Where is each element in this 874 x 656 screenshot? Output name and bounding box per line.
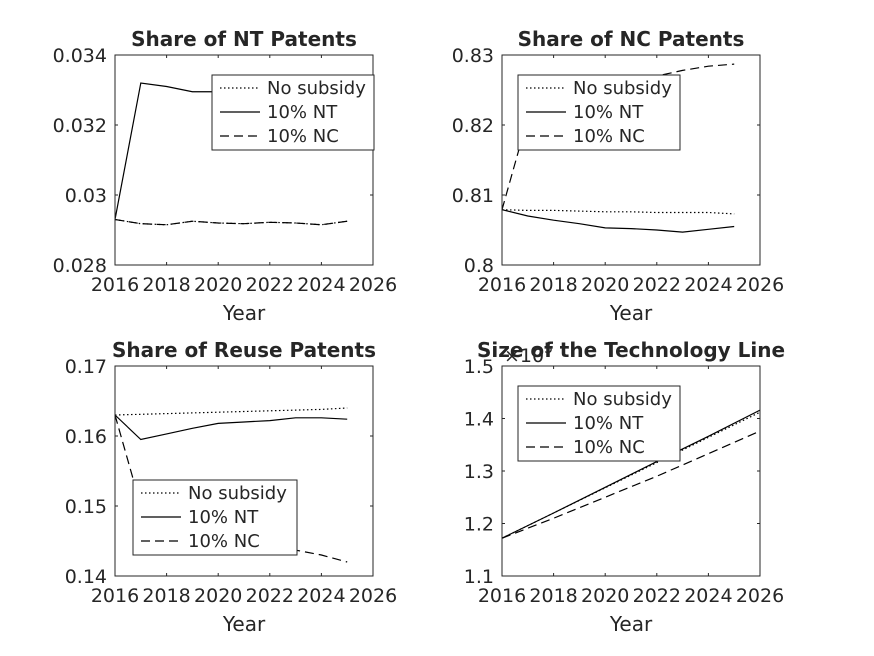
x-tick-label: 2026 [736, 585, 784, 607]
legend-label: 10% NT [573, 102, 644, 123]
y-tick-label: 0.82 [452, 115, 494, 137]
y-tick-label: 0.8 [464, 255, 494, 277]
legend-label: 10% NC [573, 126, 645, 147]
chart-title: Size of the Technology Line [477, 338, 785, 362]
x-tick-label: 2020 [581, 585, 629, 607]
y-tick-label: 0.028 [53, 255, 107, 277]
y-tick-label: 0.034 [53, 45, 107, 67]
x-tick-label: 2024 [684, 274, 732, 296]
x-tick-label: 2020 [194, 585, 242, 607]
subplot-1: 201620182020202220242026 0.028 0.03 0.032 0.… [53, 27, 398, 325]
x-tick-label: 2018 [142, 585, 190, 607]
x-tick-label: 2024 [684, 585, 732, 607]
x-tick-label: 2026 [349, 585, 397, 607]
y-tick-label: 1.3 [464, 461, 494, 483]
x-tick-label: 2022 [633, 274, 681, 296]
legend: No subsidy 10% NT 10% NC [212, 75, 374, 150]
x-axis-label: Year [609, 301, 653, 325]
legend-label: 10% NC [188, 531, 260, 552]
x-tick-label: 2022 [633, 585, 681, 607]
subplot-2: 201620182020202220242026 0.8 0.81 0.82 0.83 S… [452, 27, 784, 325]
x-tick-label: 2026 [736, 274, 784, 296]
x-tick-label: 2018 [529, 274, 577, 296]
x-tick-label: 2024 [297, 274, 345, 296]
y-tick-label: 0.14 [65, 566, 107, 588]
y-tick-label: 0.15 [65, 496, 107, 518]
x-tick-label: 2018 [142, 274, 190, 296]
y-tick-label: 1.4 [464, 409, 494, 431]
legend: No subsidy 10% NT 10% NC [518, 75, 680, 150]
x-tick-label: 2022 [246, 274, 294, 296]
legend-label: No subsidy [267, 78, 366, 99]
y-tick-label: 0.81 [452, 185, 494, 207]
x-tick-label: 2024 [297, 585, 345, 607]
x-tick-label: 2016 [478, 585, 526, 607]
legend-label: 10% NT [573, 413, 644, 434]
x-tick-label: 2026 [349, 274, 397, 296]
legend: No subsidy 10% NT 10% NC [133, 480, 297, 555]
x-tick-label: 2020 [581, 274, 629, 296]
y-tick-label: 0.83 [452, 45, 494, 67]
chart-title: Share of NT Patents [131, 27, 357, 51]
legend-label: 10% NT [188, 507, 259, 528]
x-tick-label: 2018 [529, 585, 577, 607]
y-tick-label: 0.03 [65, 185, 107, 207]
legend-label: 10% NC [267, 126, 339, 147]
y-tick-label: 0.16 [65, 426, 107, 448]
x-axis-label: Year [609, 612, 653, 636]
legend-label: No subsidy [188, 483, 287, 504]
y-tick-label: 0.032 [53, 115, 107, 137]
x-tick-label: 2016 [478, 274, 526, 296]
legend-label: 10% NT [267, 102, 338, 123]
y-tick-label: 0.17 [65, 356, 107, 378]
legend: No subsidy 10% NT 10% NC [518, 386, 680, 461]
x-tick-label: 2020 [194, 274, 242, 296]
y-tick-label: 1.1 [464, 566, 494, 588]
subplot-4: 2016201820202022202420261.11.21.31.41.5×… [464, 338, 785, 636]
chart-title: Share of NC Patents [518, 27, 745, 51]
y-tick-label: 1.2 [464, 514, 494, 536]
x-tick-label: 2016 [91, 585, 139, 607]
legend-label: No subsidy [573, 389, 672, 410]
legend-label: 10% NC [573, 437, 645, 458]
x-axis-label: Year [222, 301, 266, 325]
legend-label: No subsidy [573, 78, 672, 99]
x-axis-label: Year [222, 612, 266, 636]
x-tick-label: 2022 [246, 585, 294, 607]
subplot-3: 201620182020202220242026 0.14 0.15 0.16 0.17… [65, 338, 397, 636]
chart-title: Share of Reuse Patents [112, 338, 376, 362]
x-tick-label: 2016 [91, 274, 139, 296]
